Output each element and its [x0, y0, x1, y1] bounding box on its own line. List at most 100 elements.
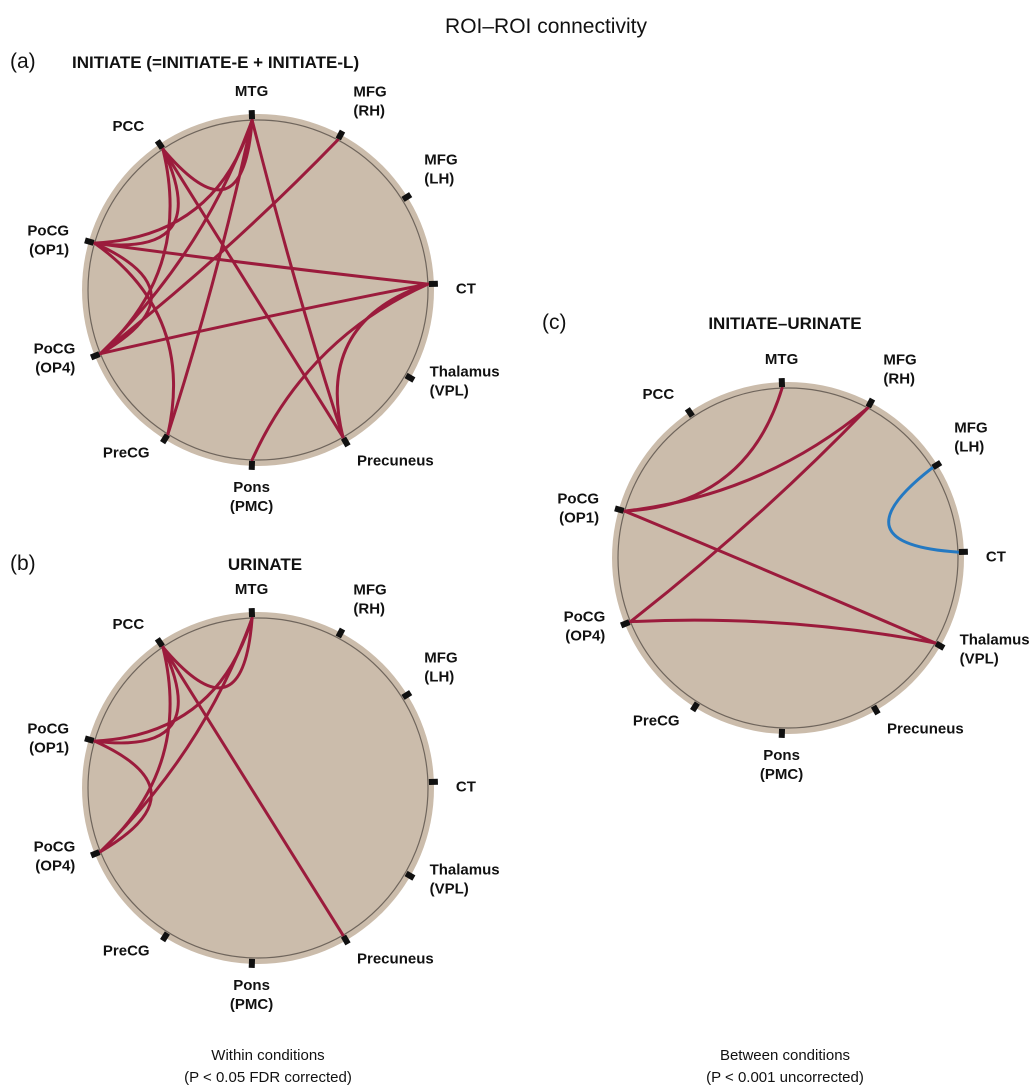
node-label-pons-pmc-line2: (PMC)	[230, 996, 273, 1013]
node-label-mfg-rh-line2: (RH)	[353, 102, 385, 119]
chord-background-disc	[612, 382, 964, 734]
node-marker-pcc	[684, 407, 695, 418]
node-label-pons-pmc-line1: Pons	[763, 747, 800, 764]
connection-mfg-lh-ct	[887, 466, 960, 554]
node-marker-precg	[160, 433, 170, 445]
node-label-pcc: PCC	[113, 118, 145, 135]
node-label-precuneus: Precuneus	[357, 951, 434, 968]
node-label-thalamus-vpl-line2: (VPL)	[960, 651, 999, 668]
panel-c-title: INITIATE–URINATE	[708, 314, 861, 333]
panel-b-letter: (b)	[10, 552, 36, 575]
panel-c-chord-diagram: MTG MFG (RH) MFG (LH) CT Thalamus (VPL) Precuneu…	[557, 351, 1029, 783]
node-label-mfg-lh-line1: MFG	[424, 152, 457, 169]
connection-ct-precuneus	[335, 282, 430, 439]
node-marker-precuneus	[340, 436, 351, 448]
node-marker-pocg-op4	[89, 351, 101, 361]
connection-mtg-precuneus	[250, 118, 345, 439]
node-label-ct: CT	[456, 281, 476, 298]
node-label-mtg: MTG	[235, 83, 268, 100]
node-label-ct: CT	[986, 549, 1006, 566]
connection-pcc-pocg-op1	[93, 147, 180, 247]
node-label-ct: CT	[456, 779, 476, 796]
node-label-precg: PreCG	[633, 712, 680, 729]
caption-within-line1: Within conditions	[211, 1047, 324, 1064]
node-label-pocg-op4-line1: PoCG	[34, 839, 76, 856]
connection-pocg-op1-pocg-op4	[93, 241, 153, 356]
node-label-thalamus-vpl-line1: Thalamus	[960, 632, 1030, 649]
node-label-pcc: PCC	[113, 616, 145, 633]
panel-c-letter: (c)	[542, 311, 567, 334]
node-label-pocg-op1-line1: PoCG	[27, 222, 69, 239]
connection-ct-pocg-op1	[93, 241, 430, 286]
node-label-mfg-lh-line1: MFG	[424, 650, 457, 667]
node-label-pocg-op4-line2: (OP4)	[565, 628, 605, 645]
node-label-pons-pmc-line1: Pons	[233, 977, 270, 994]
node-label-thalamus-vpl-line2: (VPL)	[430, 881, 469, 898]
node-marker-precg	[160, 931, 170, 943]
node-label-mtg: MTG	[235, 581, 268, 598]
node-marker-mfg-lh	[931, 460, 943, 470]
node-label-mtg: MTG	[765, 351, 798, 368]
node-label-thalamus-vpl-line1: Thalamus	[430, 364, 500, 381]
node-label-pcc: PCC	[643, 386, 675, 403]
chord-ring-line	[87, 617, 429, 959]
node-label-pocg-op1-line2: (OP1)	[29, 241, 69, 258]
node-label-precg: PreCG	[103, 942, 150, 959]
node-marker-pcc	[154, 637, 165, 648]
node-marker-thalamus-vpl	[404, 870, 416, 881]
chord-ring-line	[617, 387, 959, 729]
node-marker-mfg-lh	[401, 690, 413, 700]
node-label-pocg-op4-line1: PoCG	[34, 341, 76, 358]
connection-pocg-op1-pocg-op4	[93, 739, 153, 854]
connection-pcc-precuneus	[161, 645, 345, 937]
connection-pocg-op1-precg	[93, 241, 175, 436]
panel-c: (c) INITIATE–URINATE MTG MFG (RH) MFG (LH) CT…	[542, 311, 1030, 783]
connection-pcc-pocg-op4	[98, 147, 172, 356]
connection-pcc-precuneus	[161, 147, 345, 439]
node-label-mfg-lh-line1: MFG	[954, 420, 987, 437]
node-label-precuneus: Precuneus	[887, 721, 964, 738]
node-marker-mfg-rh	[865, 397, 876, 409]
panel-a: (a) INITIATE (=INITIATE-E + INITIATE-L) …	[10, 50, 500, 515]
chord-ring-line	[87, 119, 429, 461]
panel-a-letter: (a)	[10, 50, 36, 73]
connection-pocg-op1-mfg-rh	[623, 406, 870, 513]
node-marker-mfg-lh	[401, 192, 413, 202]
node-label-pocg-op4-line2: (OP4)	[35, 858, 75, 875]
node-label-thalamus-vpl-line1: Thalamus	[430, 862, 500, 879]
panel-a-chord-diagram: MTG MFG (RH) MFG (LH) CT Thalamus (VPL) Precuneu…	[27, 83, 499, 515]
node-label-pocg-op4-line1: PoCG	[564, 609, 606, 626]
connection-pcc-pocg-op4	[98, 645, 172, 854]
node-label-pocg-op1-line2: (OP1)	[559, 509, 599, 526]
node-label-mfg-rh-line2: (RH)	[883, 370, 915, 387]
caption-between-line1: Between conditions	[720, 1047, 850, 1064]
node-label-mfg-lh-line2: (LH)	[424, 669, 454, 686]
node-label-pocg-op1-line1: PoCG	[27, 720, 69, 737]
node-marker-mfg-rh	[335, 627, 346, 639]
node-label-mfg-rh-line1: MFG	[353, 581, 386, 598]
node-label-mfg-rh-line1: MFG	[883, 351, 916, 368]
connection-ct-pons-pmc	[250, 282, 430, 462]
connection-pocg-op4-mfg-rh	[628, 406, 870, 624]
connection-mtg-pcc	[161, 118, 254, 192]
node-label-mfg-rh-line1: MFG	[353, 83, 386, 100]
node-label-precuneus: Precuneus	[357, 453, 434, 470]
connection-pocg-op4-ct	[98, 282, 430, 356]
node-label-mfg-rh-line2: (RH)	[353, 600, 385, 617]
connection-mtg-pcc	[161, 616, 254, 690]
node-marker-thalamus-vpl	[934, 640, 946, 651]
node-marker-pocg-op4	[89, 849, 101, 859]
connection-pocg-op1-thalamus-vpl	[623, 509, 937, 645]
panel-b-title: URINATE	[228, 555, 302, 574]
node-marker-precuneus	[340, 934, 351, 946]
node-marker-mfg-rh	[335, 129, 346, 141]
node-marker-pcc	[154, 139, 165, 150]
node-marker-thalamus-vpl	[404, 372, 416, 383]
node-marker-precg	[690, 701, 700, 713]
panel-b-chord-diagram: MTG MFG (RH) MFG (LH) CT Thalamus (VPL) Precuneu…	[27, 581, 499, 1013]
node-label-mfg-lh-line2: (LH)	[954, 439, 984, 456]
panel-b: (b) URINATE MTG MFG (RH) MFG (LH) CT Thalamus (…	[10, 552, 500, 1013]
figure-title: ROI–ROI connectivity	[445, 15, 647, 38]
node-marker-pocg-op1	[614, 505, 625, 514]
node-label-mfg-lh-line2: (LH)	[424, 171, 454, 188]
